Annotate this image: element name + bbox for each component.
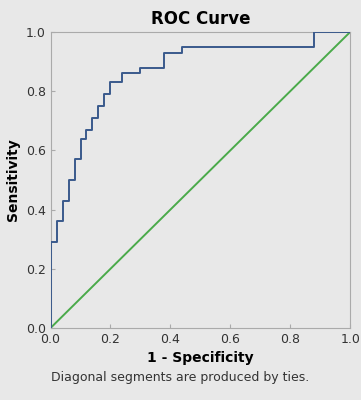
X-axis label: 1 - Specificity: 1 - Specificity: [147, 352, 254, 366]
Text: Diagonal segments are produced by ties.: Diagonal segments are produced by ties.: [51, 371, 310, 384]
Y-axis label: Sensitivity: Sensitivity: [6, 139, 20, 221]
Title: ROC Curve: ROC Curve: [151, 10, 250, 28]
